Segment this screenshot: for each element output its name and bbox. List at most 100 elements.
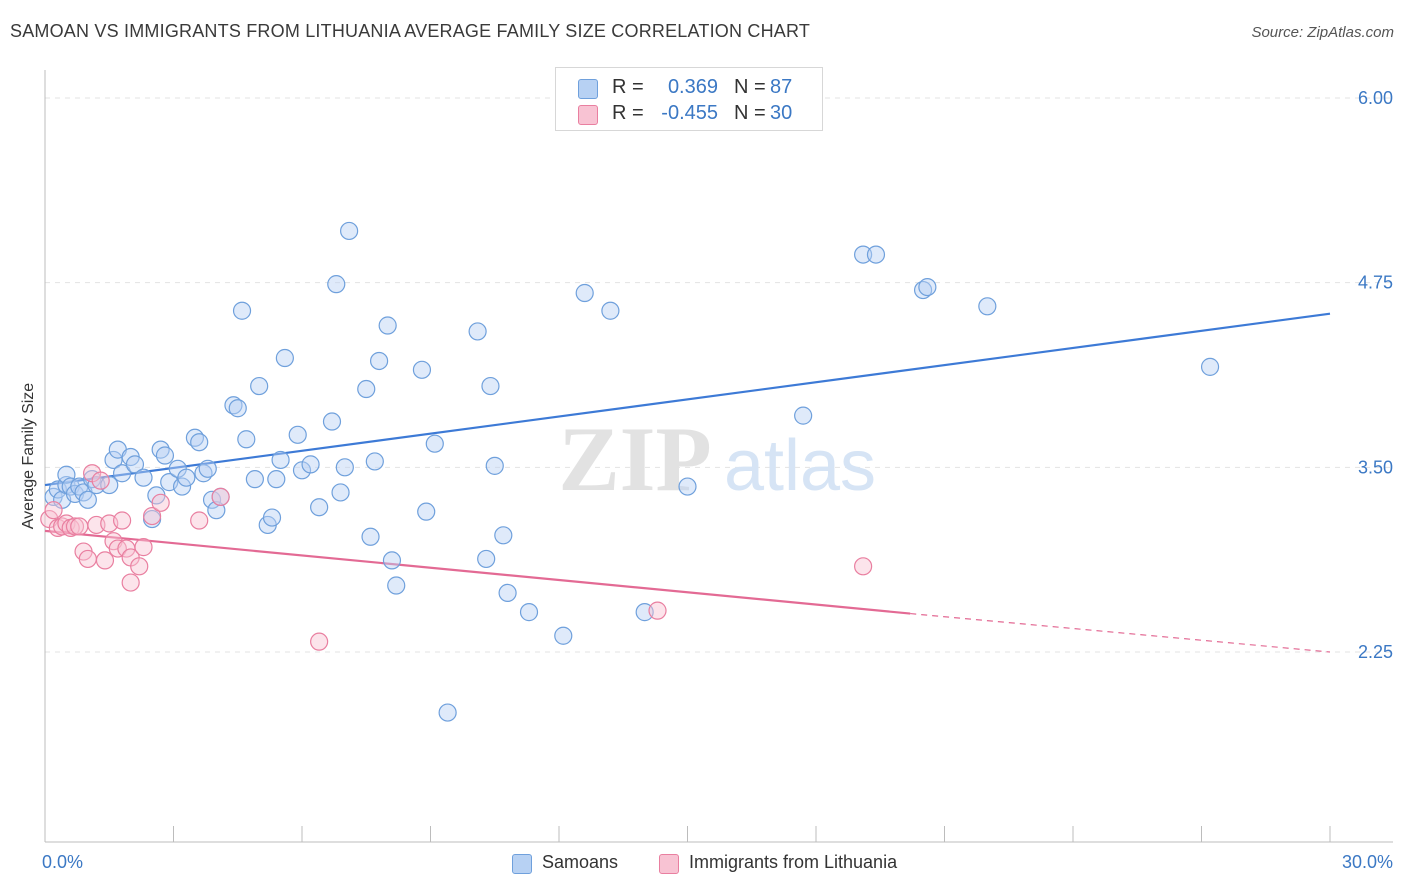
x-tick-label-min: 0.0% bbox=[42, 852, 84, 872]
data-point-lithuania bbox=[91, 471, 110, 490]
data-point-samoans bbox=[275, 348, 294, 368]
axes bbox=[44, 70, 1393, 843]
data-point-samoans bbox=[387, 576, 406, 595]
x-tick-label-max: 30.0% bbox=[1341, 852, 1393, 872]
data-point-samoans bbox=[228, 399, 247, 418]
data-point-samoans bbox=[498, 583, 517, 603]
n-label: N = bbox=[734, 102, 766, 124]
data-point-samoans bbox=[267, 470, 286, 489]
watermark-zip: ZIP bbox=[558, 408, 711, 510]
data-point-samoans bbox=[382, 551, 402, 570]
trend-line-samoans bbox=[44, 312, 1331, 487]
data-point-samoans bbox=[854, 245, 873, 264]
data-point-lithuania bbox=[211, 487, 230, 506]
data-point-samoans bbox=[262, 508, 282, 527]
data-point-samoans bbox=[357, 379, 376, 399]
data-point-samoans bbox=[177, 468, 196, 487]
data-point-lithuania bbox=[142, 506, 162, 526]
data-point-lithuania bbox=[648, 601, 667, 620]
data-point-samoans bbox=[554, 626, 573, 645]
trend-lines bbox=[44, 312, 1331, 653]
data-point-samoans bbox=[100, 475, 119, 495]
data-point-samoans bbox=[468, 322, 487, 341]
series-legend: Samoans Immigrants from Lithuania bbox=[0, 852, 1406, 878]
data-point-lithuania bbox=[121, 573, 140, 592]
r-value: -0.455 bbox=[661, 102, 718, 124]
n-value: 87 bbox=[770, 76, 793, 98]
data-point-samoans bbox=[601, 301, 620, 320]
data-point-samoans bbox=[232, 301, 252, 320]
chart-title: SAMOAN VS IMMIGRANTS FROM LITHUANIA AVER… bbox=[10, 21, 811, 41]
trend-line-extension bbox=[910, 612, 1331, 653]
y-tick-label: 2.25 bbox=[1358, 642, 1393, 662]
data-point-samoans bbox=[172, 477, 192, 496]
legend-swatch-samoans bbox=[578, 79, 598, 99]
y-tick-label: 4.75 bbox=[1358, 273, 1393, 293]
legend-label-samoans: Samoans bbox=[542, 852, 619, 872]
y-tick-label: 3.50 bbox=[1358, 457, 1393, 477]
stats-legend-row-lithuania: R = -0.455 N = 30 bbox=[556, 102, 822, 128]
data-point-samoans bbox=[245, 470, 264, 489]
data-point-samoans bbox=[198, 459, 217, 478]
data-point-samoans bbox=[125, 455, 145, 474]
data-point-samoans bbox=[481, 376, 500, 396]
n-label: N = bbox=[734, 76, 766, 98]
stats-legend: R = 0.369 N = 87 R = -0.455 N = 30 bbox=[555, 67, 823, 131]
data-point-samoans bbox=[866, 245, 886, 264]
data-point-samoans bbox=[361, 527, 380, 546]
data-point-samoans bbox=[331, 483, 350, 502]
data-point-samoans bbox=[190, 433, 209, 452]
data-point-samoans bbox=[485, 456, 504, 475]
data-point-samoans bbox=[322, 412, 342, 431]
data-point-samoans bbox=[340, 221, 359, 241]
data-point-lithuania bbox=[44, 501, 63, 520]
data-point-samoans bbox=[134, 468, 153, 487]
data-point-samoans bbox=[327, 275, 346, 294]
data-point-lithuania bbox=[130, 557, 149, 576]
data-point-samoans bbox=[237, 430, 256, 449]
data-point-samoans bbox=[365, 452, 384, 471]
legend-swatch-lithuania bbox=[578, 105, 598, 125]
data-point-samoans bbox=[477, 549, 496, 569]
watermark: ZIP atlas bbox=[558, 408, 876, 510]
data-point-samoans bbox=[425, 434, 444, 453]
data-points bbox=[40, 221, 1220, 722]
data-point-samoans bbox=[112, 464, 132, 483]
watermark-atlas: atlas bbox=[724, 426, 876, 506]
data-point-samoans bbox=[288, 425, 307, 444]
data-point-samoans bbox=[678, 477, 697, 496]
data-point-samoans bbox=[335, 458, 354, 477]
data-point-lithuania bbox=[78, 549, 97, 569]
n-value: 30 bbox=[770, 102, 793, 124]
y-tick-label: 6.00 bbox=[1358, 88, 1393, 108]
data-point-samoans bbox=[519, 603, 539, 622]
stats-legend-row-samoans: R = 0.369 N = 87 bbox=[556, 76, 822, 102]
data-point-samoans bbox=[104, 450, 123, 470]
legend-swatch-samoans bbox=[512, 854, 532, 874]
source-note: Source: ZipAtlas.com bbox=[1251, 24, 1394, 41]
data-point-lithuania bbox=[854, 557, 873, 576]
data-point-samoans bbox=[575, 283, 594, 303]
data-point-samoans bbox=[918, 277, 937, 297]
r-label: R = bbox=[612, 102, 644, 124]
data-point-samoans bbox=[310, 498, 329, 517]
data-point-samoans bbox=[378, 316, 397, 335]
data-point-samoans bbox=[794, 406, 813, 425]
legend-label-lithuania: Immigrants from Lithuania bbox=[689, 852, 898, 872]
data-point-lithuania bbox=[190, 511, 209, 530]
data-point-samoans bbox=[155, 446, 175, 465]
data-point-samoans bbox=[1200, 357, 1220, 376]
data-point-lithuania bbox=[310, 632, 329, 651]
trend-line-lithuania bbox=[44, 529, 911, 615]
data-point-lithuania bbox=[70, 517, 89, 536]
data-point-lithuania bbox=[112, 511, 132, 530]
data-point-samoans bbox=[494, 526, 513, 545]
data-point-samoans bbox=[271, 450, 290, 470]
data-point-lithuania bbox=[151, 493, 170, 512]
data-point-lithuania bbox=[65, 517, 85, 536]
grid-lines bbox=[45, 97, 1393, 653]
data-point-samoans bbox=[417, 502, 436, 521]
data-point-samoans bbox=[250, 376, 269, 396]
legend-swatch-lithuania bbox=[659, 854, 679, 874]
